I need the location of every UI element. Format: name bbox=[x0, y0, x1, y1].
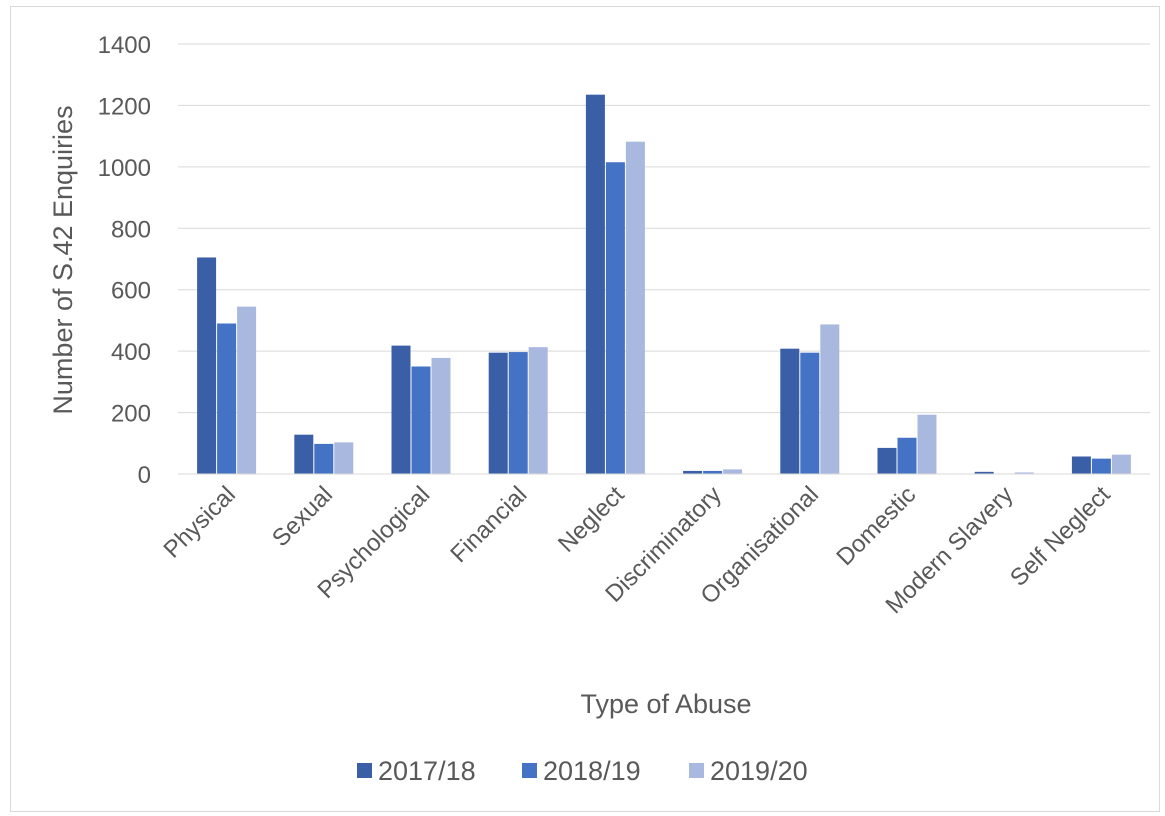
bar-modern-slavery-2019-20 bbox=[1014, 472, 1034, 474]
bar-financial-2018-19 bbox=[508, 352, 528, 474]
y-tick-label: 0 bbox=[138, 462, 151, 489]
y-tick-label: 400 bbox=[111, 339, 151, 366]
y-axis-ticks: 0 200 400 600 800 1000 1200 1400 bbox=[98, 32, 151, 489]
bar-discriminatory-2018-19 bbox=[703, 470, 723, 474]
legend-swatch bbox=[522, 763, 537, 778]
y-tick-label: 600 bbox=[111, 278, 151, 305]
bar-self-neglect-2018-19 bbox=[1091, 458, 1111, 474]
y-tick-label: 800 bbox=[111, 216, 151, 243]
bar-self-neglect-2019-20 bbox=[1111, 454, 1131, 474]
bar-psychological-2018-19 bbox=[411, 366, 431, 474]
x-axis-title: Type of Abuse bbox=[580, 689, 751, 719]
bar-financial-2019-20 bbox=[528, 347, 548, 474]
bar-organisational-2017-18 bbox=[780, 348, 800, 474]
bar-modern-slavery-2017-18 bbox=[974, 471, 994, 474]
y-tick-label: 1200 bbox=[98, 93, 151, 120]
bar-self-neglect-2017-18 bbox=[1071, 456, 1091, 474]
legend-label: 2017/18 bbox=[378, 756, 476, 786]
bar-neglect-2018-19 bbox=[605, 162, 625, 474]
legend-swatch bbox=[689, 763, 704, 778]
x-tick-label: Sexual bbox=[267, 481, 338, 552]
bar-sexual-2019-20 bbox=[334, 442, 354, 474]
x-tick-label: Neglect bbox=[553, 481, 630, 558]
legend-label: 2018/19 bbox=[543, 756, 641, 786]
bar-discriminatory-2019-20 bbox=[723, 469, 743, 474]
bars bbox=[197, 94, 1131, 474]
bar-domestic-2019-20 bbox=[917, 414, 937, 474]
x-tick-label: Physical bbox=[159, 481, 241, 563]
y-tick-label: 1000 bbox=[98, 155, 151, 182]
bar-psychological-2017-18 bbox=[391, 345, 411, 474]
bar-domestic-2017-18 bbox=[877, 447, 897, 474]
legend-swatch bbox=[357, 763, 372, 778]
bar-sexual-2018-19 bbox=[314, 443, 334, 474]
y-tick-label: 1400 bbox=[98, 32, 151, 59]
x-tick-label: Domestic bbox=[831, 481, 921, 571]
x-tick-label: Self Neglect bbox=[1005, 481, 1116, 592]
bar-neglect-2017-18 bbox=[585, 94, 605, 474]
bar-physical-2018-19 bbox=[217, 323, 237, 474]
legend-label: 2019/20 bbox=[710, 756, 808, 786]
bar-domestic-2018-19 bbox=[897, 437, 917, 474]
x-tick-label: Financial bbox=[445, 481, 532, 568]
bar-psychological-2019-20 bbox=[431, 357, 451, 474]
y-axis-title: Number of S.42 Enquiries bbox=[48, 105, 78, 414]
bar-organisational-2019-20 bbox=[820, 324, 840, 474]
bar-discriminatory-2017-18 bbox=[683, 470, 703, 474]
bar-financial-2017-18 bbox=[488, 352, 508, 474]
bar-sexual-2017-18 bbox=[294, 434, 314, 474]
gridlines bbox=[178, 43, 1150, 414]
y-tick-label: 200 bbox=[111, 401, 151, 428]
bar-physical-2019-20 bbox=[237, 306, 257, 474]
bar-physical-2017-18 bbox=[197, 257, 217, 474]
bar-neglect-2019-20 bbox=[625, 141, 645, 474]
bar-organisational-2018-19 bbox=[800, 352, 820, 474]
legend: 2017/18 2018/19 2019/20 bbox=[357, 756, 808, 786]
